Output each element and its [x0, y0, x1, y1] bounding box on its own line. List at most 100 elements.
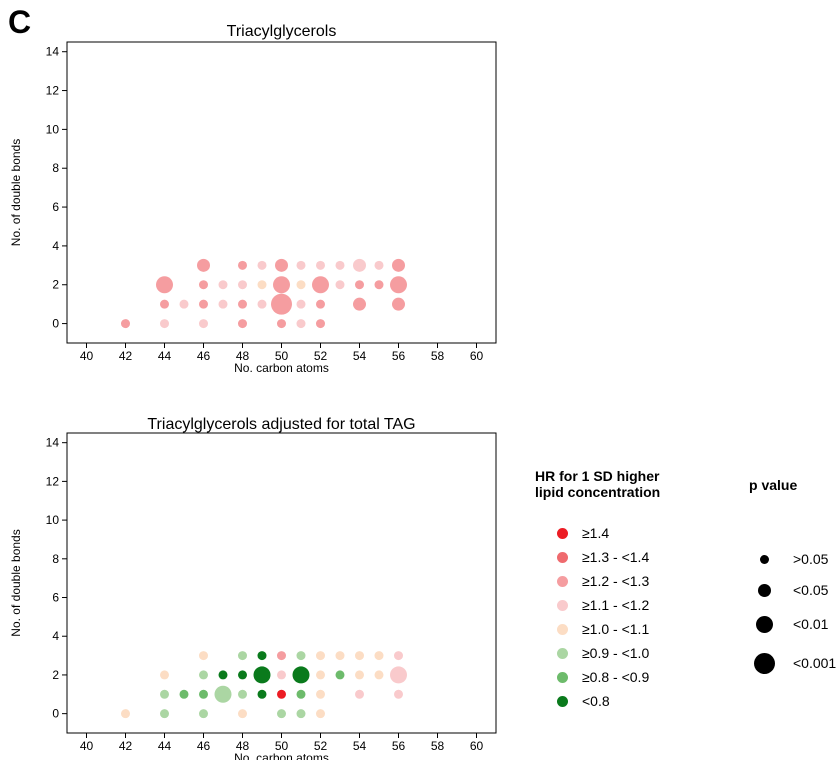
data-point — [277, 709, 286, 719]
y-tick-label: 10 — [46, 513, 60, 527]
data-point — [335, 670, 345, 680]
data-point — [296, 651, 306, 661]
y-tick-label: 6 — [52, 200, 59, 214]
x-tick-label: 46 — [197, 349, 211, 363]
data-point — [214, 685, 232, 703]
y-tick-label: 4 — [52, 239, 59, 253]
hr-legend-swatch — [557, 671, 568, 683]
hr-legend-label: ≥1.2 - <1.3 — [582, 573, 650, 589]
hr-legend-label: ≥1.3 - <1.4 — [582, 549, 650, 565]
data-point — [316, 319, 325, 329]
chart-panel-2: Triacylglycerols adjusted for total TAG 4… — [9, 416, 497, 760]
data-point — [121, 709, 130, 719]
data-point — [160, 689, 169, 699]
data-point — [316, 299, 325, 309]
data-point — [275, 258, 288, 272]
y-tick-label: 2 — [52, 278, 59, 292]
data-point — [273, 276, 290, 294]
data-point — [199, 280, 208, 290]
y-tick-label: 6 — [52, 591, 59, 605]
data-point — [257, 689, 267, 699]
hr-legend-item: ≥1.3 - <1.4 — [557, 549, 649, 565]
p-legend-label: <0.001 — [793, 655, 837, 671]
hr-legend-item: ≥0.8 - <0.9 — [557, 669, 649, 685]
p-legend-swatch-box — [749, 652, 779, 674]
chart-title: Triacylglycerols adjusted for total TAG — [147, 416, 415, 433]
data-point — [257, 651, 267, 661]
data-point — [238, 319, 247, 329]
p-value-legend: p value >0.05 <0.05 <0.01 <0.001 — [749, 477, 836, 674]
data-point — [296, 260, 306, 270]
x-tick-label: 42 — [119, 349, 133, 363]
y-tick-label: 12 — [46, 84, 60, 98]
data-point — [353, 258, 366, 272]
data-point — [277, 651, 286, 661]
data-point — [257, 280, 267, 290]
data-point — [199, 299, 208, 309]
data-point — [335, 651, 345, 661]
data-point — [199, 689, 208, 699]
x-axis-label: No. carbon atoms — [234, 751, 329, 760]
data-point — [390, 666, 407, 684]
data-point — [238, 709, 247, 719]
x-tick-label: 46 — [197, 739, 211, 753]
data-point — [296, 319, 306, 329]
p-legend-swatch-box — [749, 583, 779, 597]
p-legend-item: <0.01 — [749, 614, 828, 634]
y-tick-label: 8 — [52, 161, 59, 175]
data-point — [199, 709, 208, 719]
y-tick-label: 4 — [52, 629, 59, 643]
data-point — [355, 280, 364, 290]
y-tick-label: 14 — [46, 45, 60, 59]
data-point — [374, 260, 384, 270]
plot-frame — [66, 432, 497, 734]
data-point — [292, 666, 310, 684]
data-point — [218, 299, 228, 309]
y-tick-label: 0 — [52, 317, 59, 331]
hr-legend: HR for 1 SD higher lipid concentration ≥… — [535, 468, 661, 709]
data-point — [160, 670, 169, 680]
hr-legend-swatch — [557, 527, 568, 539]
y-tick-label: 14 — [46, 436, 60, 450]
x-tick-label: 40 — [80, 739, 94, 753]
data-point — [312, 276, 329, 294]
x-tick-label: 58 — [431, 739, 445, 753]
hr-legend-swatch — [557, 551, 568, 563]
p-legend-label: <0.01 — [793, 616, 829, 632]
data-point — [199, 670, 208, 680]
y-tick-label: 8 — [52, 552, 59, 566]
data-point — [355, 651, 364, 661]
data-point — [277, 689, 286, 699]
data-point — [160, 319, 169, 329]
data-point — [355, 689, 364, 699]
data-point — [160, 299, 169, 309]
data-point — [218, 280, 228, 290]
hr-legend-item: ≥0.9 - <1.0 — [557, 645, 649, 661]
data-point — [277, 319, 286, 329]
hr-legend-title-line1: HR for 1 SD higher — [535, 468, 660, 484]
hr-legend-label: ≥1.0 - <1.1 — [582, 621, 650, 637]
data-point — [316, 670, 325, 680]
data-point — [156, 276, 173, 294]
x-tick-label: 56 — [392, 349, 406, 363]
data-point — [353, 297, 366, 311]
hr-legend-swatch — [557, 623, 568, 635]
x-tick-label: 48 — [236, 349, 250, 363]
data-point — [238, 651, 247, 661]
data-point — [257, 299, 267, 309]
data-point — [238, 260, 247, 270]
hr-legend-title-line2: lipid concentration — [535, 484, 661, 500]
hr-legend-label: ≥0.9 - <1.0 — [582, 645, 650, 661]
p-legend-swatch — [759, 554, 769, 564]
data-point — [392, 297, 405, 311]
p-legend-item: >0.05 — [749, 549, 828, 569]
x-tick-label: 52 — [314, 349, 328, 363]
data-point — [277, 670, 286, 680]
hr-legend-item: ≥1.0 - <1.1 — [557, 621, 649, 637]
p-legend-label: <0.05 — [793, 582, 829, 598]
data-point — [160, 709, 169, 719]
data-point — [257, 260, 267, 270]
data-point — [238, 670, 247, 680]
